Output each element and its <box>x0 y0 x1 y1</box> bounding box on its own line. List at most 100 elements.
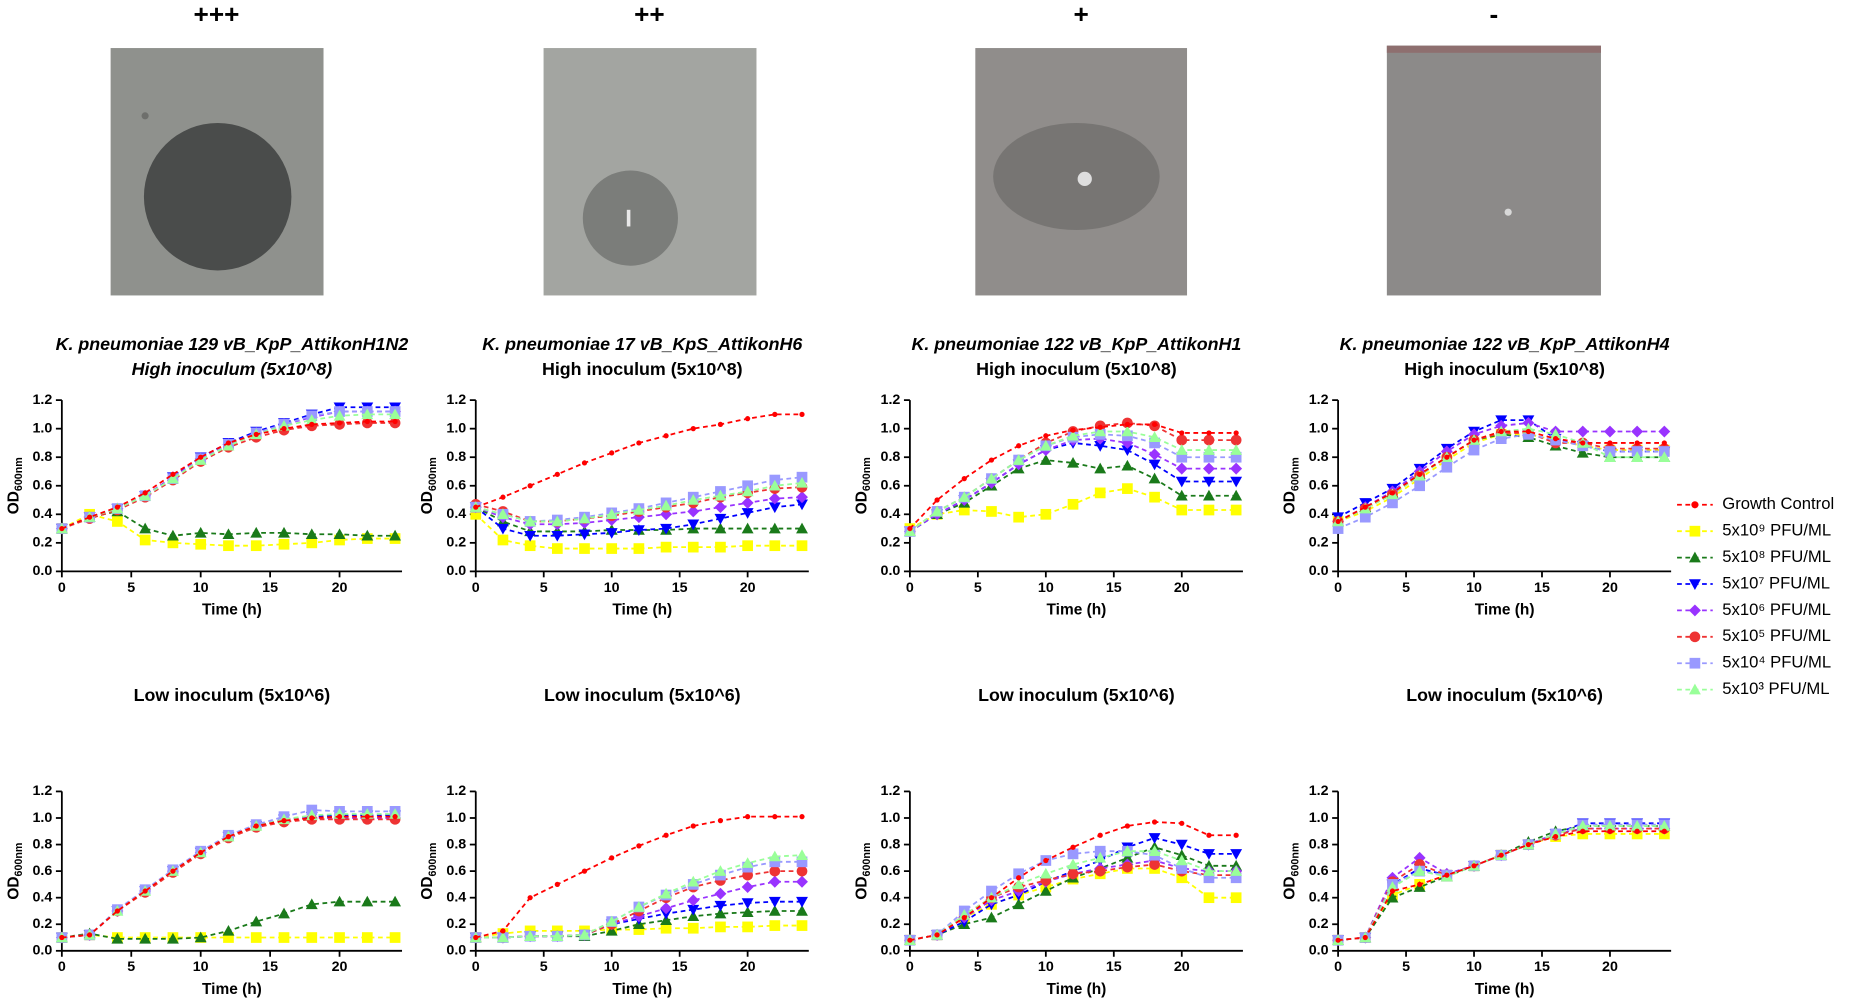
marker <box>497 534 509 546</box>
y-tick-label: 0.0 <box>32 563 52 579</box>
marker <box>1230 892 1242 904</box>
marker <box>112 516 123 527</box>
x-tick-label: 10 <box>1466 580 1482 596</box>
marker <box>1043 433 1049 439</box>
speck <box>141 112 149 120</box>
x-tick-label: 15 <box>1106 580 1122 596</box>
marker <box>1525 428 1532 435</box>
marker <box>166 529 179 541</box>
marker <box>524 930 537 941</box>
marker <box>1176 872 1188 884</box>
legend-marker <box>1689 525 1701 537</box>
marker <box>281 426 287 432</box>
marker <box>581 868 588 874</box>
legend-marker <box>1689 657 1701 669</box>
chart: Low inoculum (5x10^6) 0.0 0.2 0.4 0.6 0.8 1.0 1… <box>1282 685 1672 998</box>
x-tick-label: 20 <box>332 580 348 596</box>
y-axis-label-sub: 600nm <box>1289 843 1301 877</box>
y-tick-label: 1.2 <box>1309 392 1329 408</box>
marker <box>253 823 259 829</box>
marker <box>1148 845 1161 856</box>
marker <box>1362 934 1368 941</box>
y-tick-label: 1.0 <box>1309 810 1329 826</box>
marker <box>931 505 944 517</box>
y-axis-label-sub: 600nm <box>13 457 25 491</box>
marker <box>551 530 564 542</box>
marker <box>768 502 781 514</box>
y-tick-label: 0.6 <box>32 863 52 879</box>
marker <box>799 411 805 418</box>
marker <box>690 426 696 432</box>
x-tick-label: 20 <box>740 580 756 596</box>
marker <box>1124 421 1131 427</box>
chart-title: Low inoculum (5x10^6) <box>544 685 741 705</box>
marker <box>741 857 754 868</box>
marker <box>1230 444 1243 455</box>
x-tick-label: 5 <box>540 580 548 596</box>
marker <box>796 499 808 511</box>
marker <box>605 528 618 539</box>
marker <box>687 894 700 907</box>
marker <box>796 540 808 552</box>
marker <box>333 409 346 421</box>
marker <box>988 895 995 901</box>
y-tick-label: 1.0 <box>1309 420 1329 436</box>
y-tick-label: 0.8 <box>446 836 466 852</box>
marker <box>1634 828 1640 834</box>
marker <box>1580 828 1586 834</box>
marker <box>636 843 642 849</box>
y-tick-label: 0.0 <box>881 563 901 579</box>
marker <box>799 814 805 820</box>
x-tick-label: 5 <box>127 580 135 596</box>
series-line <box>909 437 1237 533</box>
photo-label: - <box>1490 0 1499 29</box>
marker <box>796 856 808 868</box>
legend-marker <box>1689 631 1701 643</box>
marker <box>605 508 618 520</box>
marker <box>59 525 65 532</box>
x-tick-label: 10 <box>1038 959 1054 975</box>
marker <box>364 418 370 425</box>
y-axis-label: OD600nm <box>1282 843 1302 900</box>
marker <box>1013 868 1024 880</box>
marker <box>223 932 234 943</box>
marker <box>1094 425 1107 437</box>
photos <box>110 45 1601 296</box>
y-axis-label-main: OD <box>853 876 870 899</box>
marker <box>633 543 645 554</box>
marker <box>1444 454 1450 460</box>
marker <box>660 523 673 535</box>
chart: Low inoculum (5x10^6) 0.0 0.2 0.4 0.6 0.8 1.0 1… <box>419 685 809 998</box>
marker <box>142 490 148 496</box>
marker <box>1094 865 1106 877</box>
marker <box>1149 859 1160 870</box>
marker <box>1658 820 1671 831</box>
y-tick-label: 0.2 <box>446 535 466 551</box>
marker <box>717 421 724 427</box>
legend-label: 5x10⁵ PFU/ML <box>1722 626 1831 645</box>
x-tick-label: 10 <box>193 959 209 975</box>
y-tick-label: 1.0 <box>446 810 466 826</box>
marker <box>1148 431 1161 442</box>
marker <box>170 471 176 477</box>
marker <box>305 414 318 425</box>
y-tick-label: 0.6 <box>446 863 466 879</box>
series-line <box>1338 825 1665 942</box>
marker <box>336 814 343 820</box>
y-tick-label: 0.2 <box>1309 916 1329 932</box>
marker <box>714 489 727 501</box>
marker <box>1121 445 1134 457</box>
marker <box>333 895 346 907</box>
marker <box>1604 451 1616 462</box>
y-axis-label: OD600nm <box>1282 457 1302 514</box>
marker <box>1525 841 1532 848</box>
marker <box>1097 832 1103 838</box>
chart: K. pneumoniae 122 vB_KpP_AttikonH1 High i… <box>853 334 1243 619</box>
marker <box>636 440 642 446</box>
lysis-zone <box>143 122 292 271</box>
marker <box>741 522 754 534</box>
marker <box>554 471 560 477</box>
x-tick-label: 10 <box>604 580 620 596</box>
x-tick-label: 15 <box>1534 959 1550 975</box>
